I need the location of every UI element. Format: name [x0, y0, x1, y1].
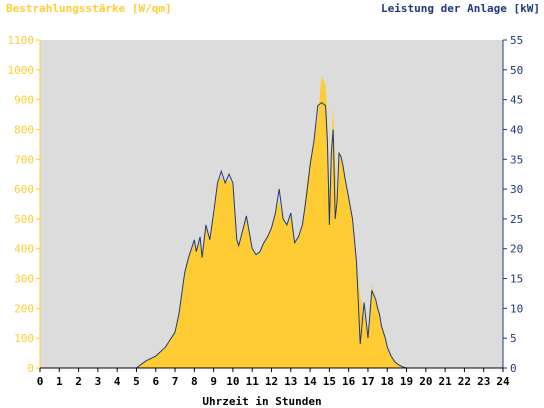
left-y-axis: 0 100 200 300 400 500 600 700 800 900 1000 1100	[8, 34, 41, 375]
left-axis-title: Bestrahlungsstärke [W/qm]	[6, 2, 172, 15]
right-y-axis: 0 5 10 15 20 25 30 35 40 45 50 55	[502, 34, 523, 375]
left-tick-label: 400	[14, 243, 34, 256]
x-tick-label: 10	[226, 375, 239, 388]
x-tick-label: 5	[133, 375, 140, 388]
x-tick-label: 11	[246, 375, 260, 388]
x-tick-label: 14	[303, 375, 317, 388]
right-tick-label: 0	[510, 362, 517, 375]
x-tick-label: 24	[496, 375, 510, 388]
right-tick-label: 35	[510, 153, 523, 166]
right-tick-label: 5	[510, 332, 517, 345]
x-tick-label: 17	[361, 375, 374, 388]
right-tick-label: 20	[510, 243, 523, 256]
x-tick-label: 1	[56, 375, 63, 388]
right-tick-label: 40	[510, 123, 523, 136]
x-tick-label: 23	[477, 375, 490, 388]
left-tick-label: 600	[14, 183, 34, 196]
left-tick-label: 900	[14, 94, 34, 107]
x-tick-label: 7	[172, 375, 179, 388]
left-tick-label: 0	[27, 362, 34, 375]
x-tick-label: 21	[439, 375, 453, 388]
irradiance-area-series	[40, 75, 503, 369]
power-line-series	[40, 101, 503, 369]
x-tick-label: 8	[191, 375, 198, 388]
x-tick-label: 6	[152, 375, 159, 388]
power-line	[40, 101, 503, 369]
left-tick-label: 500	[14, 213, 34, 226]
x-tick-label: 19	[400, 375, 413, 388]
right-tick-label: 15	[510, 273, 523, 286]
left-tick-label: 300	[14, 273, 34, 286]
x-tick-label: 3	[95, 375, 102, 388]
x-tick-label: 4	[114, 375, 121, 388]
left-tick-label: 800	[14, 123, 34, 136]
left-tick-label: 100	[14, 332, 34, 345]
x-tick-label: 9	[210, 375, 217, 388]
x-tick-label: 20	[419, 375, 432, 388]
right-tick-label: 10	[510, 302, 523, 315]
x-tick-label: 12	[265, 375, 278, 388]
right-tick-label: 30	[510, 183, 523, 196]
x-tick-label: 2	[75, 375, 82, 388]
irradiance-area	[40, 75, 503, 369]
right-tick-label: 50	[510, 64, 523, 77]
left-tick-label: 1000	[8, 64, 35, 77]
right-axis-title: Leistung der Anlage [kW]	[381, 2, 540, 15]
x-tick-label: 0	[37, 375, 44, 388]
right-tick-label: 55	[510, 34, 523, 47]
left-tick-label: 200	[14, 302, 34, 315]
x-axis: 0 1 2 3 4 5 6 7 8 9 10 11 12 13 14 15 16 17 18 19 20 21 22 23 24	[37, 367, 510, 388]
left-tick-label: 700	[14, 153, 34, 166]
x-tick-label: 13	[284, 375, 297, 388]
right-tick-label: 25	[510, 213, 523, 226]
right-tick-label: 45	[510, 94, 523, 107]
x-tick-label: 16	[342, 375, 356, 388]
x-tick-label: 15	[323, 375, 336, 388]
x-tick-label: 22	[458, 375, 471, 388]
x-axis-label: Uhrzeit in Stunden	[202, 395, 321, 408]
x-tick-label: 18	[381, 375, 394, 388]
left-tick-label: 1100	[8, 34, 35, 47]
